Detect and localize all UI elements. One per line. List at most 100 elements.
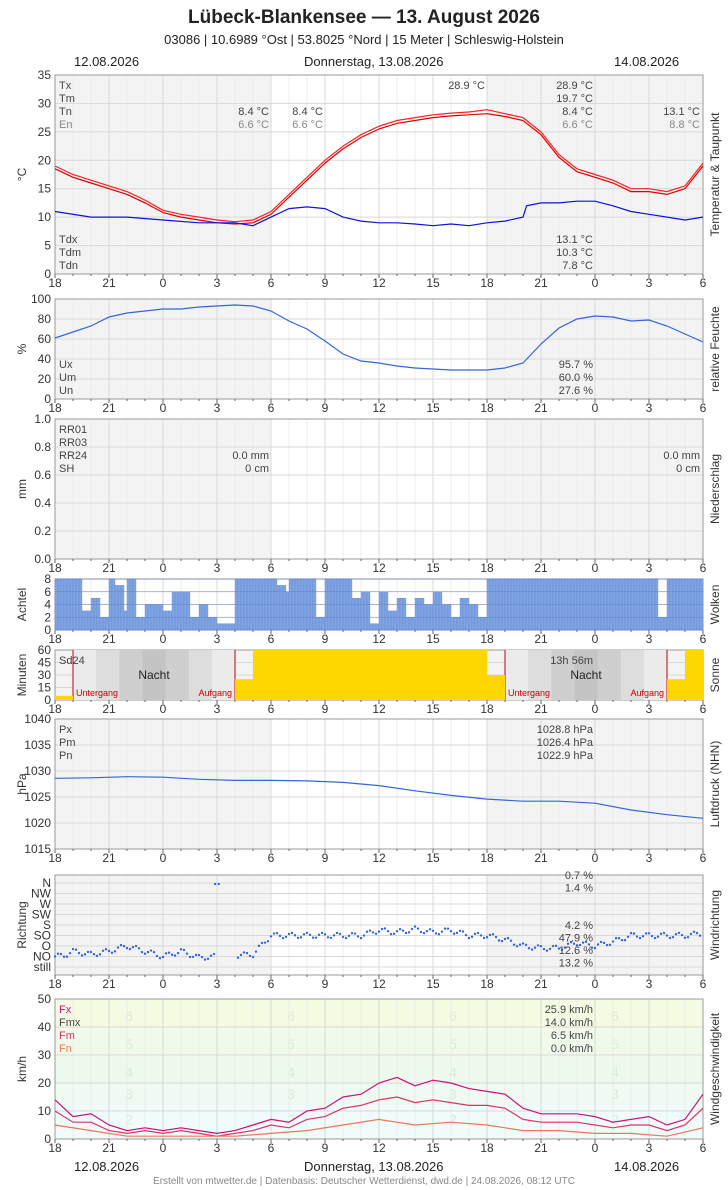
wind-dir-point	[125, 946, 129, 950]
wind-dir-point	[650, 934, 654, 938]
wind-dir-point	[314, 936, 318, 939]
beaufort-label: 6	[125, 1008, 133, 1024]
wind-dir-point	[437, 933, 441, 936]
wind-dir-point	[422, 931, 426, 935]
cloud-bar	[219, 623, 224, 631]
y-tick-label: 1030	[24, 764, 51, 778]
y-category-label: SW	[32, 908, 52, 922]
x-tick-label: 6	[700, 851, 707, 865]
stat-value: 6.6 °C	[238, 119, 269, 131]
stat-value: 1028.8 hPa	[537, 724, 594, 736]
x-tick-label: 0	[160, 632, 167, 646]
panel-side-label: Windrichtung	[708, 890, 722, 960]
wind-dir-point	[407, 931, 411, 934]
y-tick-label: 60	[38, 643, 52, 657]
cloud-bar	[141, 617, 146, 631]
y-tick-label: 20	[38, 372, 52, 386]
cloud-bar	[87, 610, 92, 631]
wind-dir-point	[356, 935, 360, 938]
cloud-bar	[399, 597, 404, 631]
wind-dir-point	[668, 936, 672, 940]
wind-dir-point	[464, 933, 468, 937]
x-tick-label: 6	[268, 851, 275, 865]
stat-label: RR24	[59, 450, 87, 462]
wind-dir-point	[554, 944, 558, 948]
stat-label: Fmx	[59, 1017, 81, 1029]
wind-dir-point	[128, 947, 132, 951]
stat-label: Tdn	[59, 260, 78, 272]
wind-dir-point	[134, 944, 138, 948]
y-tick-label: 0.6	[34, 468, 51, 482]
sun-bar	[253, 650, 271, 700]
wind-dir-point	[214, 882, 217, 886]
cloud-bar	[123, 610, 128, 631]
wind-dir-point	[77, 951, 81, 955]
wind-dir-point	[509, 939, 513, 942]
wind-dir-point	[605, 943, 609, 947]
x-tick-label: 0	[592, 401, 599, 415]
x-tick-label: 18	[480, 276, 494, 290]
cloud-bar	[453, 617, 458, 631]
wind-dir-point	[431, 929, 435, 932]
sun-bar	[235, 679, 253, 700]
panel-humidity: 0 20 40 60 80 100 18 21 0 3 6 9 12 15 18 21 0 3 6% relative…	[15, 292, 722, 415]
cloud-bar	[99, 617, 104, 631]
wind-dir-point	[479, 934, 483, 937]
wind-dir-point	[116, 946, 120, 949]
wind-dir-point	[131, 945, 135, 949]
cloud-bar	[381, 591, 386, 631]
stat-value: 0.7 %	[565, 870, 593, 882]
wind-dir-point	[74, 948, 78, 951]
night-block	[142, 650, 167, 700]
panel-side-label: Luftdruck (NHN)	[708, 741, 722, 828]
stat-label: Px	[59, 724, 72, 736]
x-tick-label: 6	[700, 702, 707, 716]
wind-dir-point	[488, 933, 492, 937]
wind-dir-point	[212, 952, 216, 956]
y-tick-label: 0	[44, 1132, 51, 1146]
x-tick-label: 12	[372, 401, 386, 415]
beaufort-label: 5	[449, 1036, 457, 1052]
y-tick-label: 15	[38, 681, 52, 695]
x-tick-label: 0	[592, 561, 599, 575]
date-right-bottom: 14.08.2026	[614, 1159, 680, 1174]
wind-dir-point	[482, 936, 486, 940]
wind-dir-point	[518, 943, 522, 946]
wind-dir-point	[380, 927, 384, 931]
x-tick-label: 3	[214, 702, 221, 716]
y-tick-label: 0.2	[34, 524, 51, 538]
wind-dir-point	[347, 934, 351, 938]
wind-dir-point	[293, 934, 297, 937]
y-tick-label: 6	[44, 585, 51, 599]
wind-dir-point	[167, 951, 171, 954]
night-block	[505, 650, 529, 700]
wind-dir-point	[602, 941, 606, 945]
x-tick-label: 6	[268, 702, 275, 716]
x-tick-label: 18	[48, 702, 62, 716]
x-tick-label: 21	[102, 401, 116, 415]
x-tick-label: 6	[268, 276, 275, 290]
wind-dir-point	[617, 937, 621, 940]
wind-dir-point	[587, 943, 591, 946]
wind-dir-point	[524, 943, 528, 947]
wind-dir-point	[683, 936, 687, 939]
y-tick-label: 1015	[24, 842, 51, 856]
x-tick-label: 21	[534, 276, 548, 290]
y-tick-label: 4	[44, 598, 51, 612]
y-tick-label: 10	[38, 1104, 52, 1118]
cloud-bar	[183, 591, 188, 631]
beaufort-label: 2	[125, 1111, 133, 1127]
wind-dir-point	[389, 932, 393, 936]
x-tick-label: 12	[372, 702, 386, 716]
night-block	[643, 650, 668, 700]
cloud-bar	[195, 617, 200, 631]
wind-dir-point	[635, 935, 639, 938]
x-tick-label: 15	[426, 1141, 440, 1155]
wind-dir-point	[311, 936, 315, 939]
sun-bar	[361, 650, 379, 700]
stat-label: Tdm	[59, 247, 81, 259]
wind-dir-point	[217, 882, 220, 886]
wind-dir-point	[359, 936, 363, 940]
wind-dir-point	[275, 931, 279, 935]
